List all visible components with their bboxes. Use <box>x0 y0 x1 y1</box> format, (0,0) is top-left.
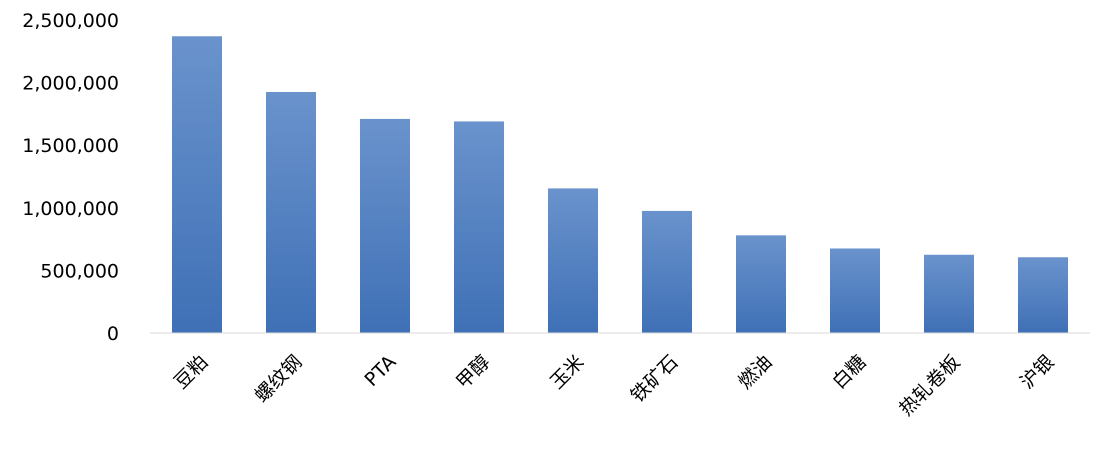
bar <box>172 36 222 333</box>
x-tick-label: 甲醇 <box>452 351 494 393</box>
bar <box>454 121 504 333</box>
x-axis: 豆粕 螺纹钢 PTA 甲醇 玉米 铁矿石 燃油 白糖 热轧卷板 沪银 <box>150 332 1090 420</box>
x-tick-label: PTA <box>361 351 401 391</box>
bar <box>924 254 974 333</box>
y-tick-label: 0 <box>107 323 119 345</box>
x-tick-label: 螺纹钢 <box>251 351 307 407</box>
bar <box>1018 257 1068 333</box>
x-tick-label: 铁矿石 <box>627 351 683 407</box>
y-tick-label: 2,500,000 <box>22 10 119 32</box>
y-axis: 0 500,000 1,000,000 1,500,000 2,000,000 2,500… <box>22 10 119 345</box>
x-tick-label: 豆粕 <box>170 351 212 393</box>
y-tick-label: 2,000,000 <box>22 73 119 95</box>
bar <box>736 235 786 333</box>
bars-group <box>172 36 1068 334</box>
y-tick-label: 1,500,000 <box>22 135 119 157</box>
bar <box>548 188 598 333</box>
bar <box>830 248 880 333</box>
bar <box>360 118 410 334</box>
x-tick-label: 沪银 <box>1016 351 1058 393</box>
y-tick-label: 500,000 <box>40 260 119 282</box>
bar <box>642 210 692 333</box>
x-tick-label: 燃油 <box>734 351 776 393</box>
x-tick-label: 白糖 <box>828 351 870 393</box>
x-tick-label: 热轧卷板 <box>895 351 964 420</box>
x-tick-label: 玉米 <box>546 351 588 393</box>
y-tick-label: 1,000,000 <box>22 198 119 220</box>
bar <box>266 91 316 334</box>
